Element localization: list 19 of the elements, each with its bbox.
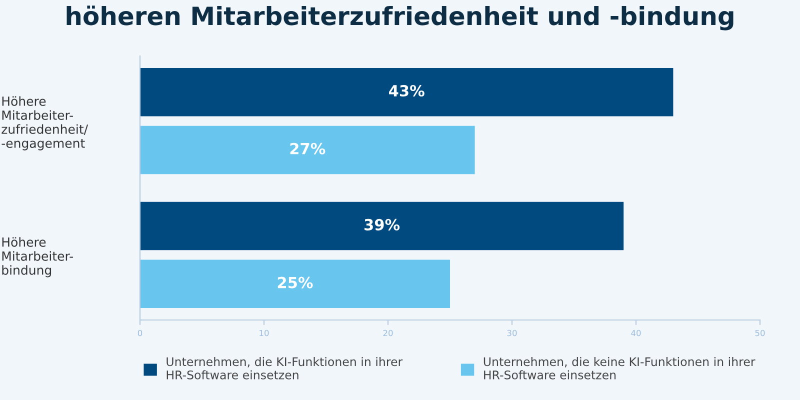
chart-title: höheren Mitarbeiterzufriedenheit und -bindung — [66, 6, 734, 30]
bar — [140, 202, 624, 250]
x-tick-label: 40 — [631, 330, 641, 336]
bar — [140, 68, 674, 116]
x-tick-label: 50 — [755, 330, 765, 336]
legend-label: Unternehmen, die KI-Funktionen in ihrer HR-Software einsetzen — [166, 357, 403, 380]
data-label: 39% — [364, 218, 400, 230]
bar — [140, 260, 450, 308]
data-label: 25% — [278, 276, 313, 288]
y-tick-label: Höhere Mitarbeiter- bindung — [2, 237, 73, 278]
bar — [140, 126, 475, 174]
legend-label: Unternehmen, die keine KI-Funktionen in ihrer HR-Software einsetzen — [484, 357, 756, 380]
x-tick-label: 20 — [383, 330, 393, 336]
x-tick-label: 10 — [260, 330, 269, 336]
data-label: 43% — [389, 84, 424, 97]
y-tick-label: Höhere Mitarbeiter- zufriedenheit/ -engagement — [2, 96, 88, 150]
x-tick-label: 30 — [507, 330, 517, 336]
x-tick-label: 0 — [138, 330, 142, 336]
data-label: 27% — [290, 142, 326, 154]
